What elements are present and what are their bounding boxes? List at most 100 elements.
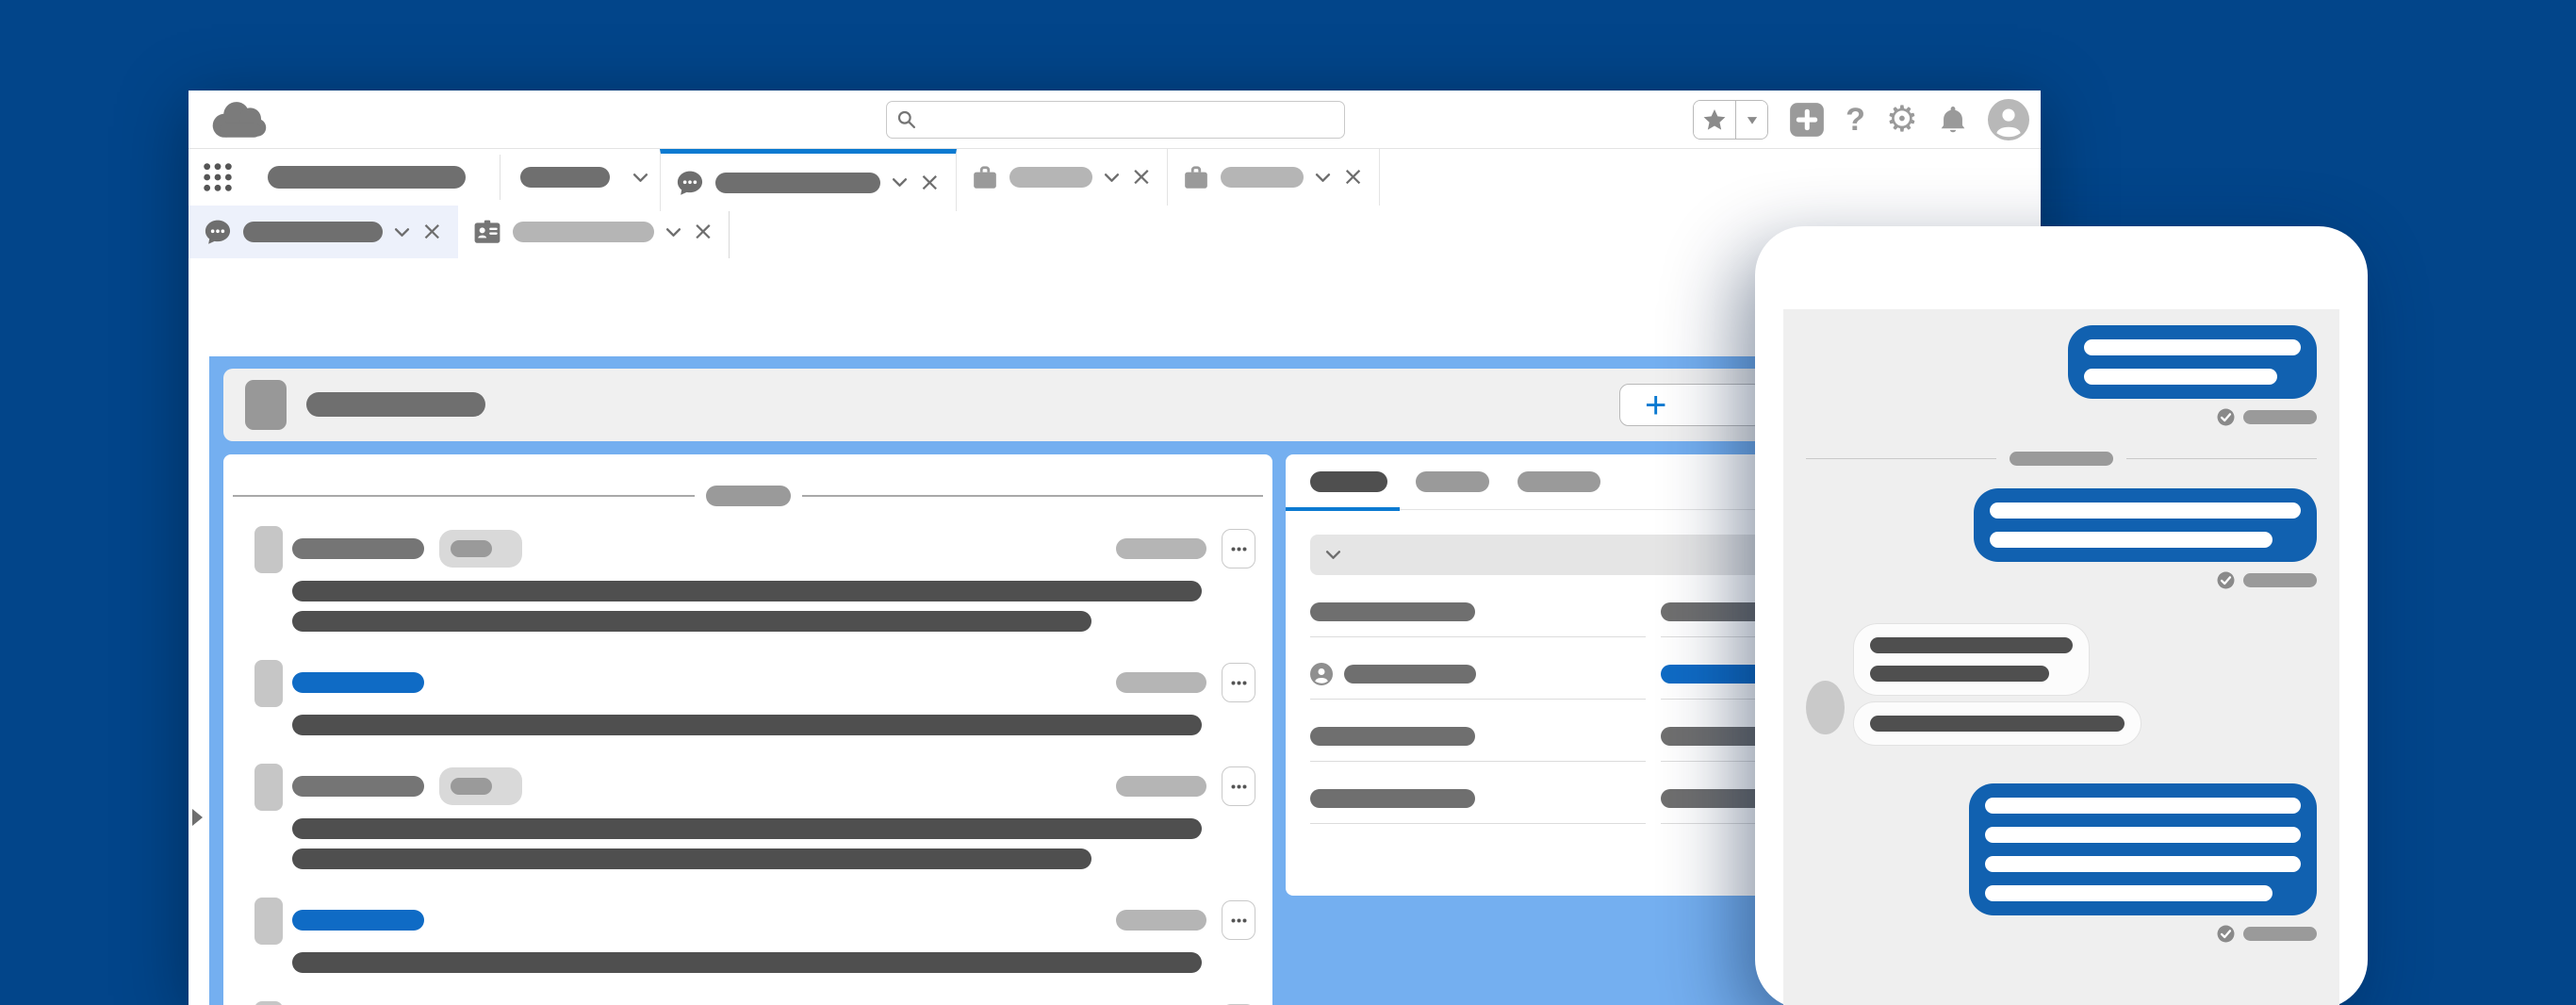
workspace-tab[interactable]: × bbox=[957, 149, 1169, 206]
splitview-collapsed-rail bbox=[189, 356, 209, 1005]
chevron-down-icon bbox=[1325, 550, 1341, 560]
tab-close-button[interactable]: × bbox=[919, 167, 941, 197]
notifications-button[interactable] bbox=[1939, 105, 1967, 135]
feed-item-header bbox=[292, 660, 1272, 705]
app-name-skeleton bbox=[268, 166, 466, 189]
feed-item bbox=[223, 1001, 1272, 1005]
nav-menu-item[interactable] bbox=[520, 149, 648, 206]
setup-button[interactable]: ⚙ bbox=[1886, 102, 1918, 138]
record-header: + bbox=[223, 369, 2026, 441]
badge-label-skeleton bbox=[451, 778, 492, 795]
briefcase-icon bbox=[972, 165, 998, 190]
feed-author-link-skeleton[interactable] bbox=[292, 672, 424, 693]
feed-text-skeleton bbox=[292, 715, 1202, 735]
feed-item bbox=[223, 526, 1272, 632]
feed-item-header bbox=[292, 764, 1272, 809]
tab-label-skeleton bbox=[715, 172, 880, 193]
chevron-down-icon bbox=[632, 173, 648, 183]
feed-item-menu-button[interactable] bbox=[1222, 900, 1255, 940]
splitview-expand-icon[interactable] bbox=[192, 809, 203, 826]
field-value-skeleton bbox=[1310, 727, 1475, 746]
field-divider bbox=[1310, 761, 1646, 762]
chat-bubble-icon bbox=[204, 218, 232, 246]
caret-down-icon bbox=[1745, 112, 1760, 127]
menu-dots-icon bbox=[1231, 918, 1247, 923]
chat-bubble-incoming bbox=[1853, 623, 2090, 696]
field-divider bbox=[1310, 699, 1646, 700]
workspace-tab[interactable]: × bbox=[1168, 149, 1380, 206]
bubble-line-skeleton bbox=[1985, 798, 2301, 814]
detail-tab-label-skeleton bbox=[1518, 471, 1600, 492]
detail-tab-label-skeleton bbox=[1310, 471, 1387, 492]
feed-item bbox=[223, 660, 1272, 735]
badge-label-skeleton bbox=[451, 540, 492, 557]
feed-timestamp-skeleton bbox=[1116, 910, 1206, 931]
workspace-tab-active[interactable]: × bbox=[660, 149, 957, 211]
close-icon: × bbox=[1130, 162, 1153, 191]
close-icon: × bbox=[919, 167, 941, 197]
bubble-line-skeleton bbox=[1985, 856, 2301, 872]
feed-author-link-skeleton[interactable] bbox=[292, 910, 424, 931]
bubble-line-skeleton bbox=[2084, 369, 2277, 385]
gear-icon: ⚙ bbox=[1885, 100, 1918, 140]
help-button[interactable]: ? bbox=[1846, 102, 1865, 139]
date-pill-skeleton bbox=[2010, 452, 2113, 466]
search-input[interactable] bbox=[925, 102, 1344, 138]
tab-close-button[interactable]: × bbox=[1342, 164, 1364, 189]
close-icon: × bbox=[692, 217, 714, 246]
detail-tab-active[interactable] bbox=[1310, 471, 1387, 492]
field-value bbox=[1310, 601, 1646, 623]
record-avatar bbox=[245, 380, 287, 430]
feed-text-skeleton bbox=[292, 952, 1202, 973]
tab-close-button[interactable]: × bbox=[1130, 162, 1153, 191]
global-header: ? ⚙ bbox=[189, 91, 2041, 149]
bubble-line-skeleton bbox=[1990, 502, 2301, 519]
favorites-menu-button[interactable] bbox=[1735, 101, 1768, 139]
subtab-close-button[interactable]: × bbox=[421, 219, 443, 244]
subtab-active[interactable]: × bbox=[189, 206, 458, 258]
feed-item-menu-button[interactable] bbox=[1222, 766, 1255, 806]
detail-tab[interactable] bbox=[1416, 471, 1489, 492]
feed-avatar bbox=[254, 764, 283, 811]
menu-dots-icon bbox=[1231, 784, 1247, 789]
timestamp-skeleton bbox=[2243, 927, 2317, 941]
timestamp-skeleton bbox=[2243, 573, 2317, 587]
tab-label-skeleton bbox=[1221, 167, 1304, 188]
check-circle-icon bbox=[2217, 408, 2235, 426]
new-record-button[interactable]: + bbox=[1619, 384, 1763, 426]
sender-avatar bbox=[1806, 681, 1845, 734]
field-value bbox=[1310, 663, 1646, 685]
timestamp-skeleton bbox=[2243, 410, 2317, 424]
chat-bubble-outgoing bbox=[1969, 783, 2317, 915]
detail-tab[interactable] bbox=[1518, 471, 1600, 492]
divider-line bbox=[2126, 457, 2317, 460]
bubble-line-skeleton bbox=[2084, 339, 2301, 355]
subtab-bar: × × bbox=[189, 206, 2041, 258]
divider-line bbox=[801, 495, 1263, 497]
user-profile-button[interactable] bbox=[1988, 99, 2029, 140]
bubble-line-skeleton bbox=[1870, 666, 2049, 682]
message-receipt bbox=[1806, 571, 2317, 589]
user-avatar-small-icon bbox=[1310, 663, 1333, 685]
field-value bbox=[1310, 725, 1646, 748]
feed-items bbox=[223, 526, 1272, 1005]
plus-icon: + bbox=[1645, 384, 1667, 426]
star-icon bbox=[1702, 107, 1727, 132]
menu-dots-icon bbox=[1231, 547, 1247, 552]
detail-tab-label-skeleton bbox=[1416, 471, 1489, 492]
feed-item-menu-button[interactable] bbox=[1222, 529, 1255, 568]
subtab[interactable]: × bbox=[458, 206, 730, 258]
person-circle-icon bbox=[1988, 99, 2029, 140]
feed-avatar bbox=[254, 1001, 283, 1005]
subtab-close-button[interactable]: × bbox=[692, 217, 714, 246]
workspace-tabs: × × × bbox=[660, 149, 1380, 211]
detail-field bbox=[1310, 700, 1646, 762]
global-search[interactable] bbox=[886, 101, 1345, 139]
app-launcher-button[interactable] bbox=[202, 161, 234, 193]
quick-create-button[interactable] bbox=[1789, 102, 1825, 138]
favorites-button[interactable] bbox=[1694, 101, 1736, 139]
nav-item-skeleton bbox=[520, 167, 610, 188]
feed-item-menu-button[interactable] bbox=[1222, 663, 1255, 702]
feed-timestamp-skeleton bbox=[1116, 672, 1206, 693]
feed-item-header bbox=[292, 526, 1272, 571]
